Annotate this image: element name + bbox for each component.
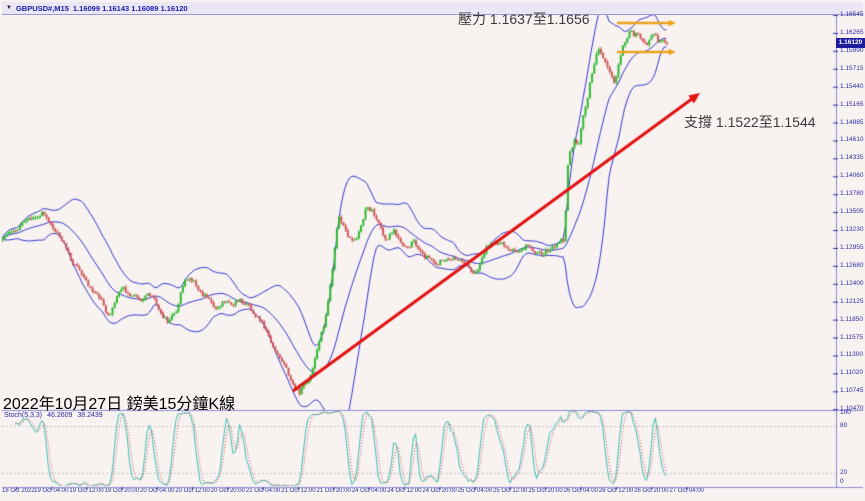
time-tick-label: 18 Oct 2022 [2,488,35,494]
price-tick-label: 1.11850 [840,315,864,323]
time-tick-label: 25 Oct 12:00 [493,488,528,494]
time-tick-label: 19 Oct 04:00 [34,488,69,494]
stoch-scale-label: 0 [840,477,844,485]
price-tick-label: 1.11300 [840,351,864,359]
price-tick-label: 1.14610 [840,136,864,144]
price-tick-label: 1.16545 [840,11,864,18]
price-tick-label: 1.15165 [840,100,864,108]
price-tick-label: 1.15440 [840,82,864,90]
time-tick-label: 20 Oct 12:00 [175,488,210,494]
time-tick-label: 21 Oct 20:00 [316,488,351,494]
price-tick-label: 1.13780 [840,190,864,198]
time-tick-label: 25 Oct 04:00 [457,488,493,494]
price-tick-label: 1.11020 [840,369,864,377]
chart-titlebar[interactable]: ▼ GBPUSD#,M15 1.16099 1.16143 1.16089 1.… [2,2,863,15]
price-tick-label: 1.13505 [840,208,864,216]
resistance-annotation: 壓力 1.1637至1.1656 [458,11,590,27]
price-tick-label: 1.10470 [840,405,864,413]
time-tick-label: 25 Oct 20:00 [528,488,563,494]
time-tick-label: 26 Oct 04:00 [563,488,598,494]
ohlc-quote-label: 1.16099 1.16143 1.16089 1.16120 [72,3,188,13]
time-tick-label: 26 Oct 20:00 [634,488,669,494]
stochastic-k-value: 46.2609 [47,412,73,419]
time-tick-label: 26 Oct 12:00 [598,488,634,494]
price-tick-label: 1.12955 [840,243,864,251]
time-tick-label: 27 Oct 04:00 [669,488,704,494]
price-tick-label: 1.14060 [840,172,864,180]
chart-caption: 2022年10月27日 鎊美15分鐘K線 [3,396,236,413]
price-tick-label: 1.12680 [840,261,864,269]
stochastic-name: Stoch(5,3,3) [4,412,43,419]
time-tick-label: 24 Oct 12:00 [387,488,422,494]
time-tick-label: 21 Oct 04:00 [245,488,281,494]
current-price-badge: 1.16120 [836,37,865,48]
stoch-scale-label: 100 [840,409,851,416]
time-tick-label: 20 Oct 04:00 [140,488,175,494]
support-annotation: 支撐 1.1522至1.1544 [684,114,816,130]
time-tick-label: 24 Oct 20:00 [422,488,457,494]
symbol-timeframe-label: GBPUSD#,M15 [15,3,69,13]
stochastic-d-value: 38.2439 [77,412,103,419]
price-tick-label: 1.15990 [840,46,864,54]
price-tick-label: 1.11575 [840,333,864,341]
stoch-scale-label: 80 [840,422,848,430]
price-tick-label: 1.14335 [840,154,864,162]
price-tick-label: 1.16265 [840,28,864,36]
price-tick-label: 1.10745 [840,387,864,395]
price-tick-label: 1.14885 [840,118,864,126]
time-tick-label: 21 Oct 12:00 [281,488,316,494]
time-tick-label: 24 Oct 04:00 [351,488,387,494]
price-tick-label: 1.12400 [840,279,864,287]
stochastic-indicator-label: Stoch(5,3,3) 46.2609 38.2439 [4,412,106,419]
time-tick-label: 20 Oct 20:00 [210,488,245,494]
time-tick-label: 19 Oct 20:00 [104,488,140,494]
collapse-triangle-icon[interactable]: ▼ [6,5,12,11]
price-tick-label: 1.12125 [840,297,864,305]
time-tick-label: 19 Oct 12:00 [69,488,104,494]
price-tick-label: 1.13230 [840,226,864,234]
stoch-scale-label: 20 [840,469,848,477]
price-tick-label: 1.15715 [840,64,864,72]
